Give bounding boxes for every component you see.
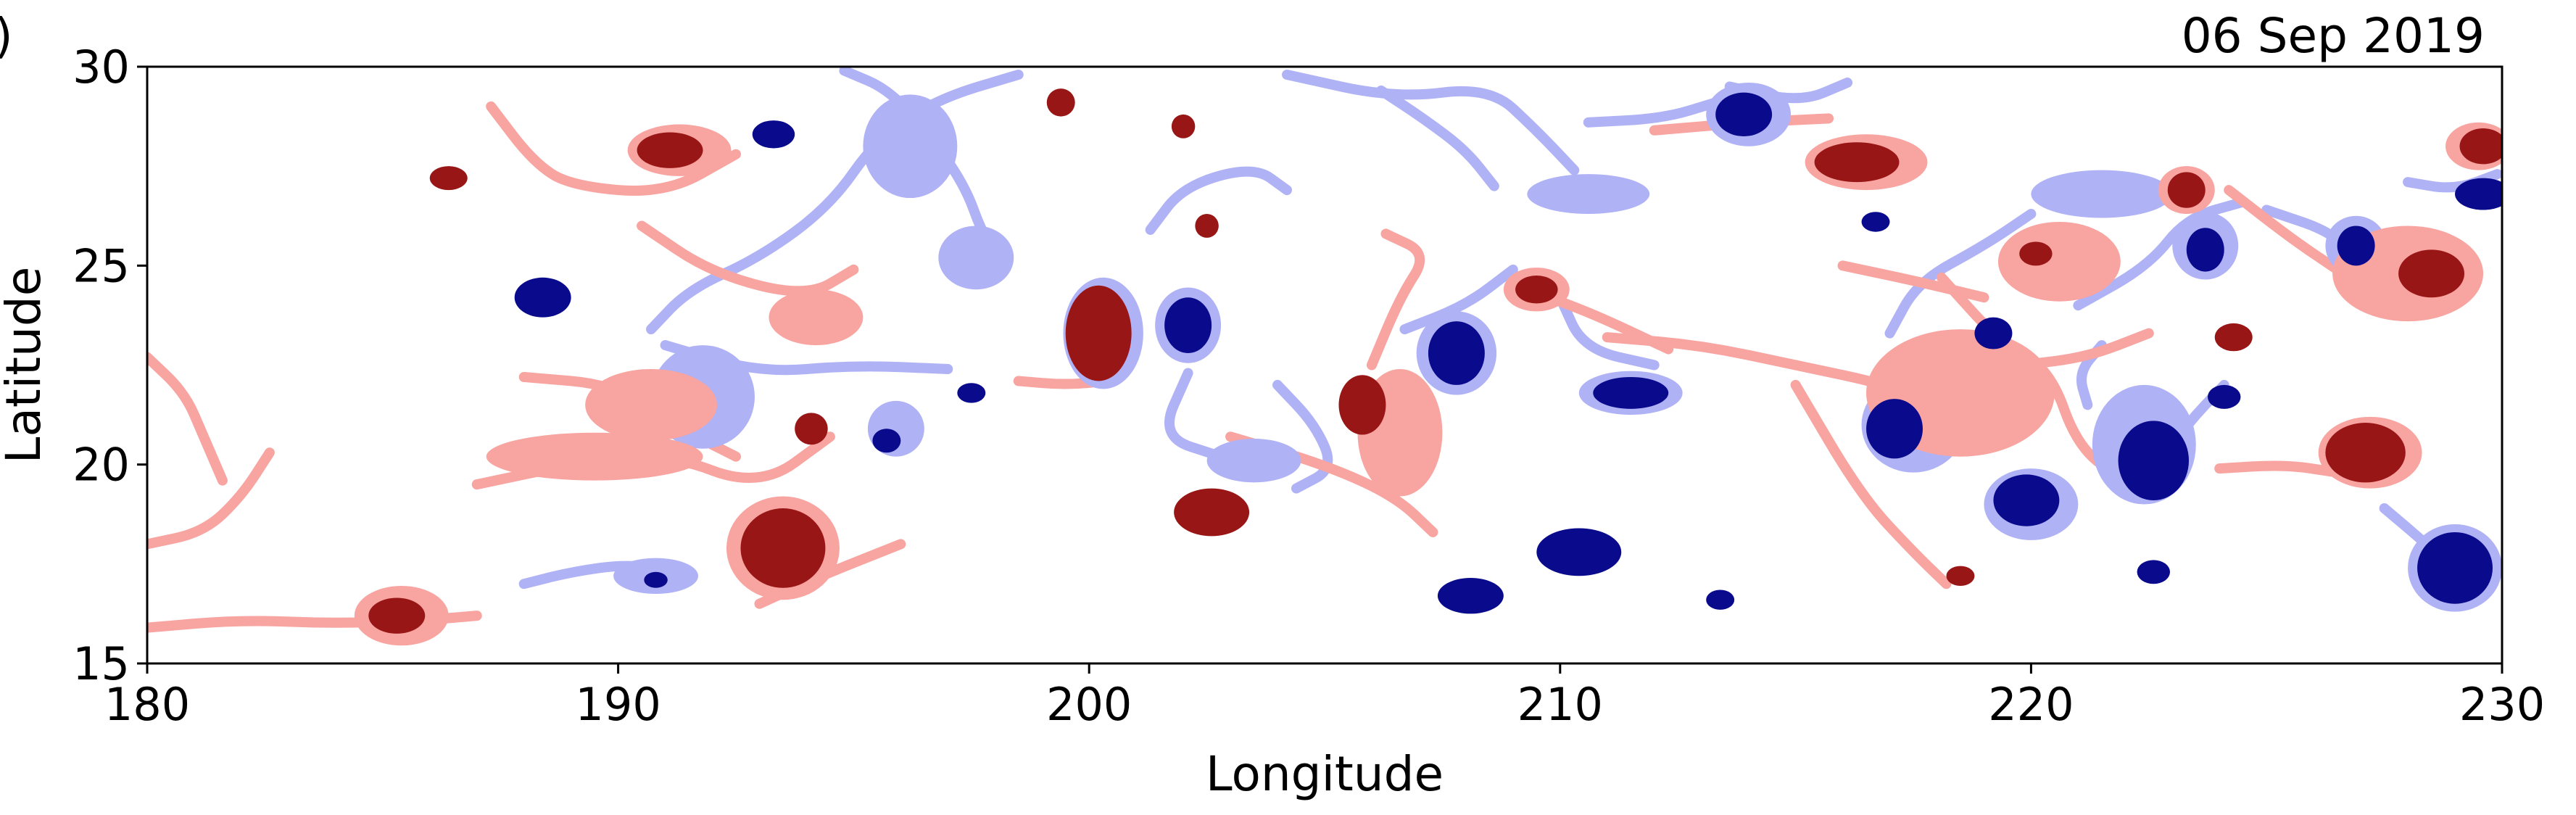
anticyclone-core-point (430, 166, 468, 190)
cyclone-halo (1527, 174, 1649, 214)
x-tick-label: 210 (1517, 678, 1603, 731)
anticyclone-core-point (368, 597, 425, 633)
y-tick-label: 30 (73, 41, 130, 94)
y-axis-title: Latitude (0, 267, 51, 464)
cyclone-core-point (1428, 321, 1485, 385)
cyclone-core-point (1862, 212, 1890, 231)
anticyclone-core-point (1172, 115, 1195, 138)
cyclone-core-point (515, 278, 571, 318)
anticyclone-halo (486, 433, 703, 481)
anticyclone-core-point (2168, 172, 2206, 207)
anticyclone-halo (585, 369, 717, 441)
filament-layer (147, 70, 2498, 627)
anticyclone-core-point (1815, 142, 1900, 182)
cyclone-core-point (1866, 399, 1923, 458)
anticyclone-core-point (740, 508, 825, 588)
anticyclone-core-point (1338, 375, 1386, 434)
anticyclone-filament (147, 452, 270, 544)
cyclone-core-point (1593, 377, 1668, 409)
anticyclone-core-point (2398, 249, 2464, 297)
cyclone-halo (1207, 439, 1301, 482)
x-tick-label: 190 (575, 678, 660, 731)
anticyclone-core-point (1174, 489, 1249, 537)
cyclone-filament (1151, 172, 1287, 230)
cyclone-halo (938, 226, 1014, 289)
cyclone-filament (1589, 102, 1715, 122)
cyclone-filament (651, 75, 1019, 329)
cyclone-core-point (1974, 318, 2012, 349)
cyclone-filament (1381, 91, 1494, 186)
date-label: 06 Sep 2019 (2182, 8, 2485, 64)
cyclone-core-point (957, 383, 985, 402)
cyclone-core-point (2337, 226, 2375, 265)
panel-tag: ) (0, 8, 13, 64)
anticyclone-filament (1372, 233, 1420, 365)
cyclone-core-point (2417, 532, 2493, 604)
x-tick-label: 220 (1988, 678, 2074, 731)
anticyclone-filament (147, 357, 223, 481)
cyclone-halo (863, 94, 957, 198)
y-tick-label: 25 (73, 239, 130, 292)
cyclone-core-point (644, 572, 667, 588)
anticyclone-core-point (795, 413, 827, 444)
x-axis-title: Longitude (1206, 746, 1444, 802)
x-tick-label: 230 (2459, 678, 2545, 731)
cyclone-core-point (1706, 589, 1734, 609)
anticyclone-core-point (1047, 88, 1075, 116)
cyclone-core-point (1438, 578, 1504, 613)
anticyclone-halo (1998, 222, 2121, 302)
cyclone-core-point (753, 120, 795, 148)
cyclone-core-point (2208, 385, 2240, 409)
anticyclone-filament (2219, 466, 2337, 472)
cyclone-core-point (2137, 560, 2170, 584)
cyclone-core-point (1715, 93, 1772, 136)
anticyclone-core-point (2325, 423, 2405, 482)
cyclone-core-point (2187, 228, 2224, 271)
x-tick-label: 200 (1046, 678, 1132, 731)
anticyclone-core-point (1946, 566, 1974, 586)
y-tick-label: 15 (73, 637, 130, 690)
cyclone-halo (2031, 170, 2172, 218)
cyclone-core-point (1536, 528, 1621, 576)
cyclone-core-point (1164, 297, 1212, 353)
anticyclone-core-point (1195, 214, 1218, 238)
anticyclone-core-point (1066, 286, 1132, 381)
anticyclone-core-point (2215, 323, 2253, 351)
cyclone-core-point (2119, 421, 2189, 500)
anticyclone-core-point (637, 133, 703, 168)
cyclone-core-point (872, 429, 900, 452)
anticyclone-core-point (1515, 276, 1557, 303)
anticyclone-core-point (2019, 241, 2052, 265)
anticyclone-halo (769, 289, 863, 345)
cyclone-core-point (1993, 474, 2059, 526)
anticyclone-core-point (2460, 128, 2507, 164)
y-tick-label: 20 (73, 439, 130, 492)
